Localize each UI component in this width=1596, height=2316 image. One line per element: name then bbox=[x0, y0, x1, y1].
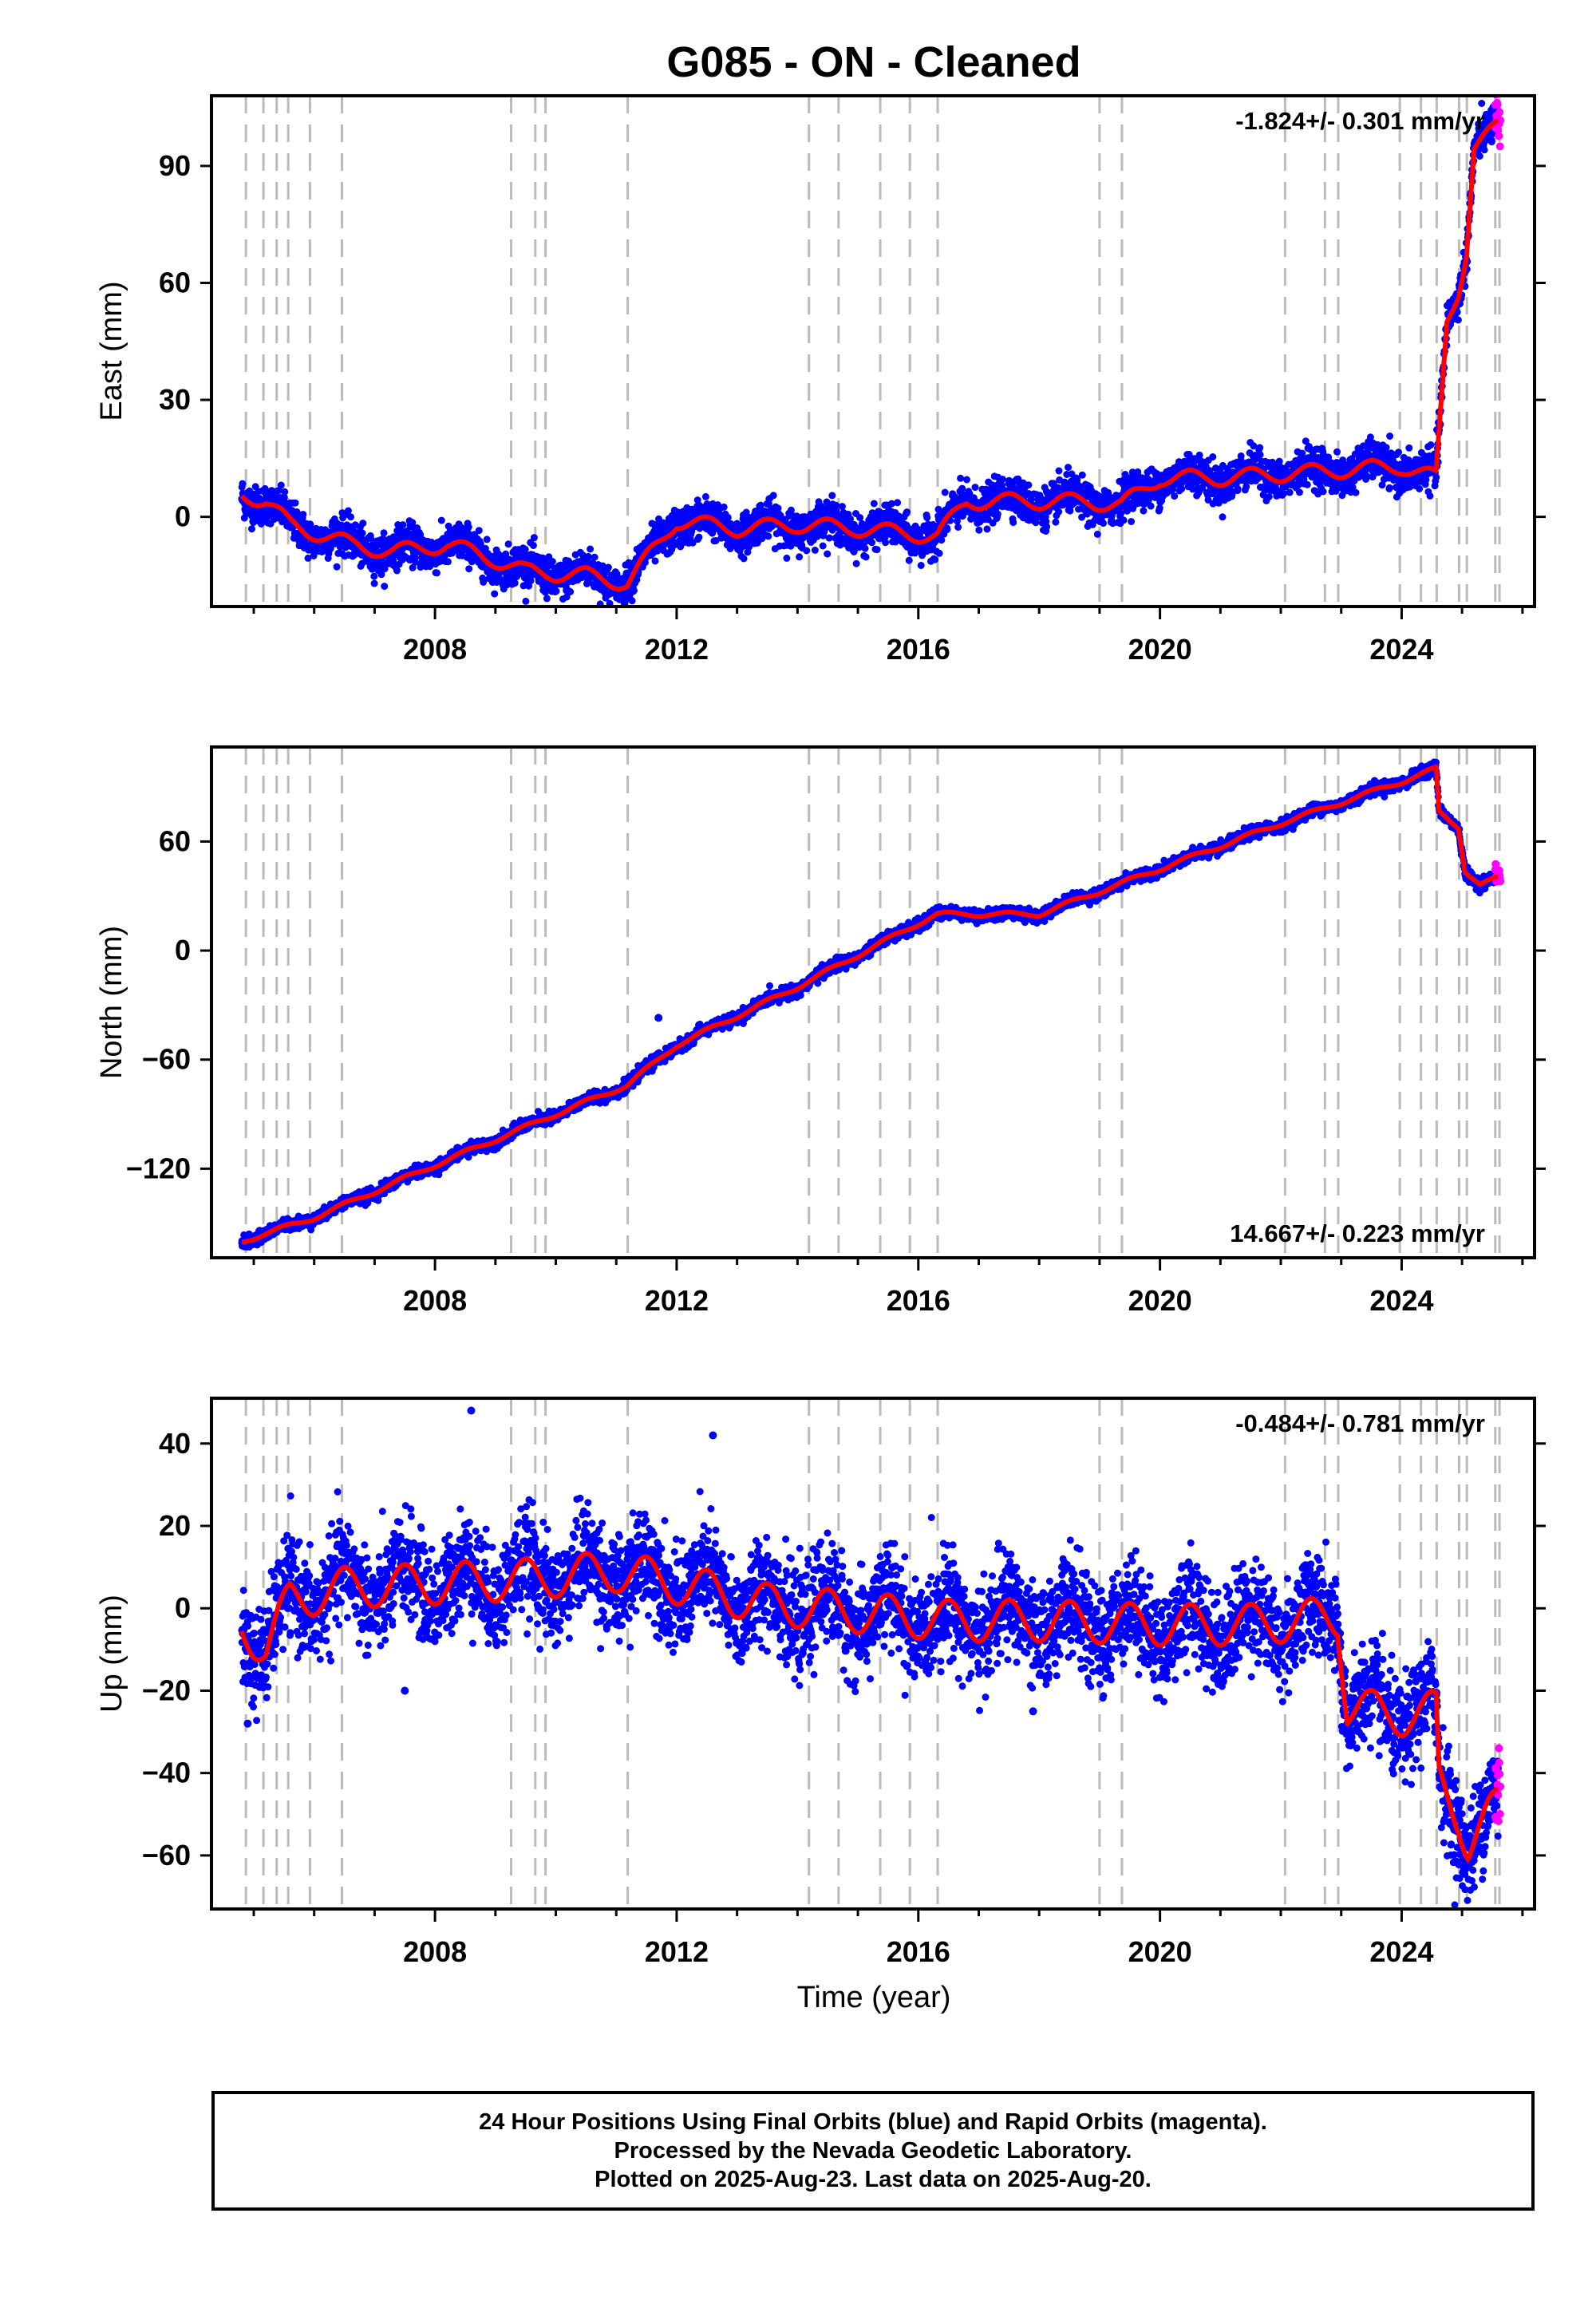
x-tick-label: 2020 bbox=[1128, 633, 1192, 666]
x-tick-label: 2012 bbox=[645, 1935, 709, 1968]
x-tick-label: 2024 bbox=[1369, 633, 1433, 666]
footer-line-plotted: Plotted on 2025-Aug-23. Last data on 202… bbox=[595, 2167, 1152, 2192]
north-panel: 2008 2012 2016 2020 2024 −120 −60 0 60 North (mm)… bbox=[95, 745, 1546, 1317]
north-rate-label: 14.667+/- 0.223 mm/yr bbox=[1230, 1219, 1485, 1247]
y-tick-label: 90 bbox=[159, 149, 191, 182]
up-frame bbox=[210, 1397, 1536, 1911]
x-tick-label: 2020 bbox=[1128, 1935, 1192, 1968]
north-plot-area bbox=[238, 747, 1505, 1258]
y-tick-label: 30 bbox=[159, 383, 191, 416]
y-tick-label: −40 bbox=[142, 1757, 191, 1789]
north-final-points bbox=[238, 758, 1505, 1251]
x-tick-label: 2016 bbox=[887, 633, 950, 666]
x-tick-label: 2012 bbox=[645, 633, 709, 666]
east-rate-label: -1.824+/- 0.301 mm/yr bbox=[1235, 107, 1485, 135]
x-tick-label: 2016 bbox=[887, 1284, 950, 1317]
y-tick-label: 0 bbox=[175, 500, 191, 533]
east-plot-area bbox=[238, 96, 1505, 607]
x-tick-label: 2024 bbox=[1369, 1284, 1433, 1317]
up-panel: 2008 2012 2016 2020 2024 −60 −40 −20 0 20 40 Up (mm… bbox=[95, 1397, 1546, 1968]
final-orbit-dots bbox=[238, 758, 1502, 1251]
up-y-axis-label: Up (mm) bbox=[95, 1595, 128, 1713]
y-tick-label: 0 bbox=[175, 1591, 191, 1624]
y-tick-label: 60 bbox=[159, 824, 191, 857]
east-frame bbox=[210, 94, 1536, 608]
x-tick-label: 2008 bbox=[403, 1935, 467, 1968]
east-final-points bbox=[238, 96, 1505, 607]
x-tick-label: 2008 bbox=[403, 1284, 467, 1317]
chart-title: G085 - ON - Cleaned bbox=[666, 38, 1080, 86]
final-orbit-dots bbox=[238, 99, 1502, 607]
north-model-line bbox=[239, 764, 1500, 1245]
y-tick-label: 60 bbox=[159, 267, 191, 299]
y-tick-label: 20 bbox=[159, 1509, 191, 1542]
footer-line-processed: Processed by the Nevada Geodetic Laborat… bbox=[614, 2138, 1132, 2164]
y-tick-label: −20 bbox=[142, 1674, 191, 1706]
y-tick-label: −60 bbox=[142, 1839, 191, 1871]
final-orbit-dots bbox=[238, 1406, 1502, 1909]
up-final-points bbox=[238, 1406, 1505, 1909]
x-tick-label: 2020 bbox=[1128, 1284, 1192, 1317]
y-tick-label: −120 bbox=[126, 1152, 191, 1184]
footer-box: 24 Hour Positions Using Final Orbits (bl… bbox=[211, 2091, 1535, 2211]
north-y-axis-label: North (mm) bbox=[95, 926, 128, 1079]
x-tick-label: 2024 bbox=[1369, 1935, 1433, 1968]
rapid-orbit-dots bbox=[1491, 860, 1505, 886]
x-tick-label: 2016 bbox=[887, 1935, 950, 1968]
y-tick-label: 0 bbox=[175, 934, 191, 966]
up-plot-area bbox=[238, 1398, 1505, 1909]
up-model-line bbox=[239, 1551, 1500, 1863]
x-tick-label: 2008 bbox=[403, 633, 467, 666]
east-model-line bbox=[239, 118, 1500, 592]
up-rate-label: -0.484+/- 0.781 mm/yr bbox=[1235, 1409, 1485, 1437]
east-panel: 2008 2012 2016 2020 2024 0 30 60 90 East (mm) -1.8… bbox=[95, 94, 1546, 666]
y-tick-label: −60 bbox=[142, 1043, 191, 1076]
x-tick-label: 2012 bbox=[645, 1284, 709, 1317]
x-axis-label: Time (year) bbox=[797, 1981, 951, 2014]
east-y-axis-label: East (mm) bbox=[95, 281, 128, 421]
y-tick-label: 40 bbox=[159, 1427, 191, 1460]
footer-line-orbits: 24 Hour Positions Using Final Orbits (bl… bbox=[479, 2109, 1267, 2135]
rapid-orbit-dots bbox=[1491, 1744, 1505, 1825]
north-frame bbox=[210, 745, 1536, 1259]
